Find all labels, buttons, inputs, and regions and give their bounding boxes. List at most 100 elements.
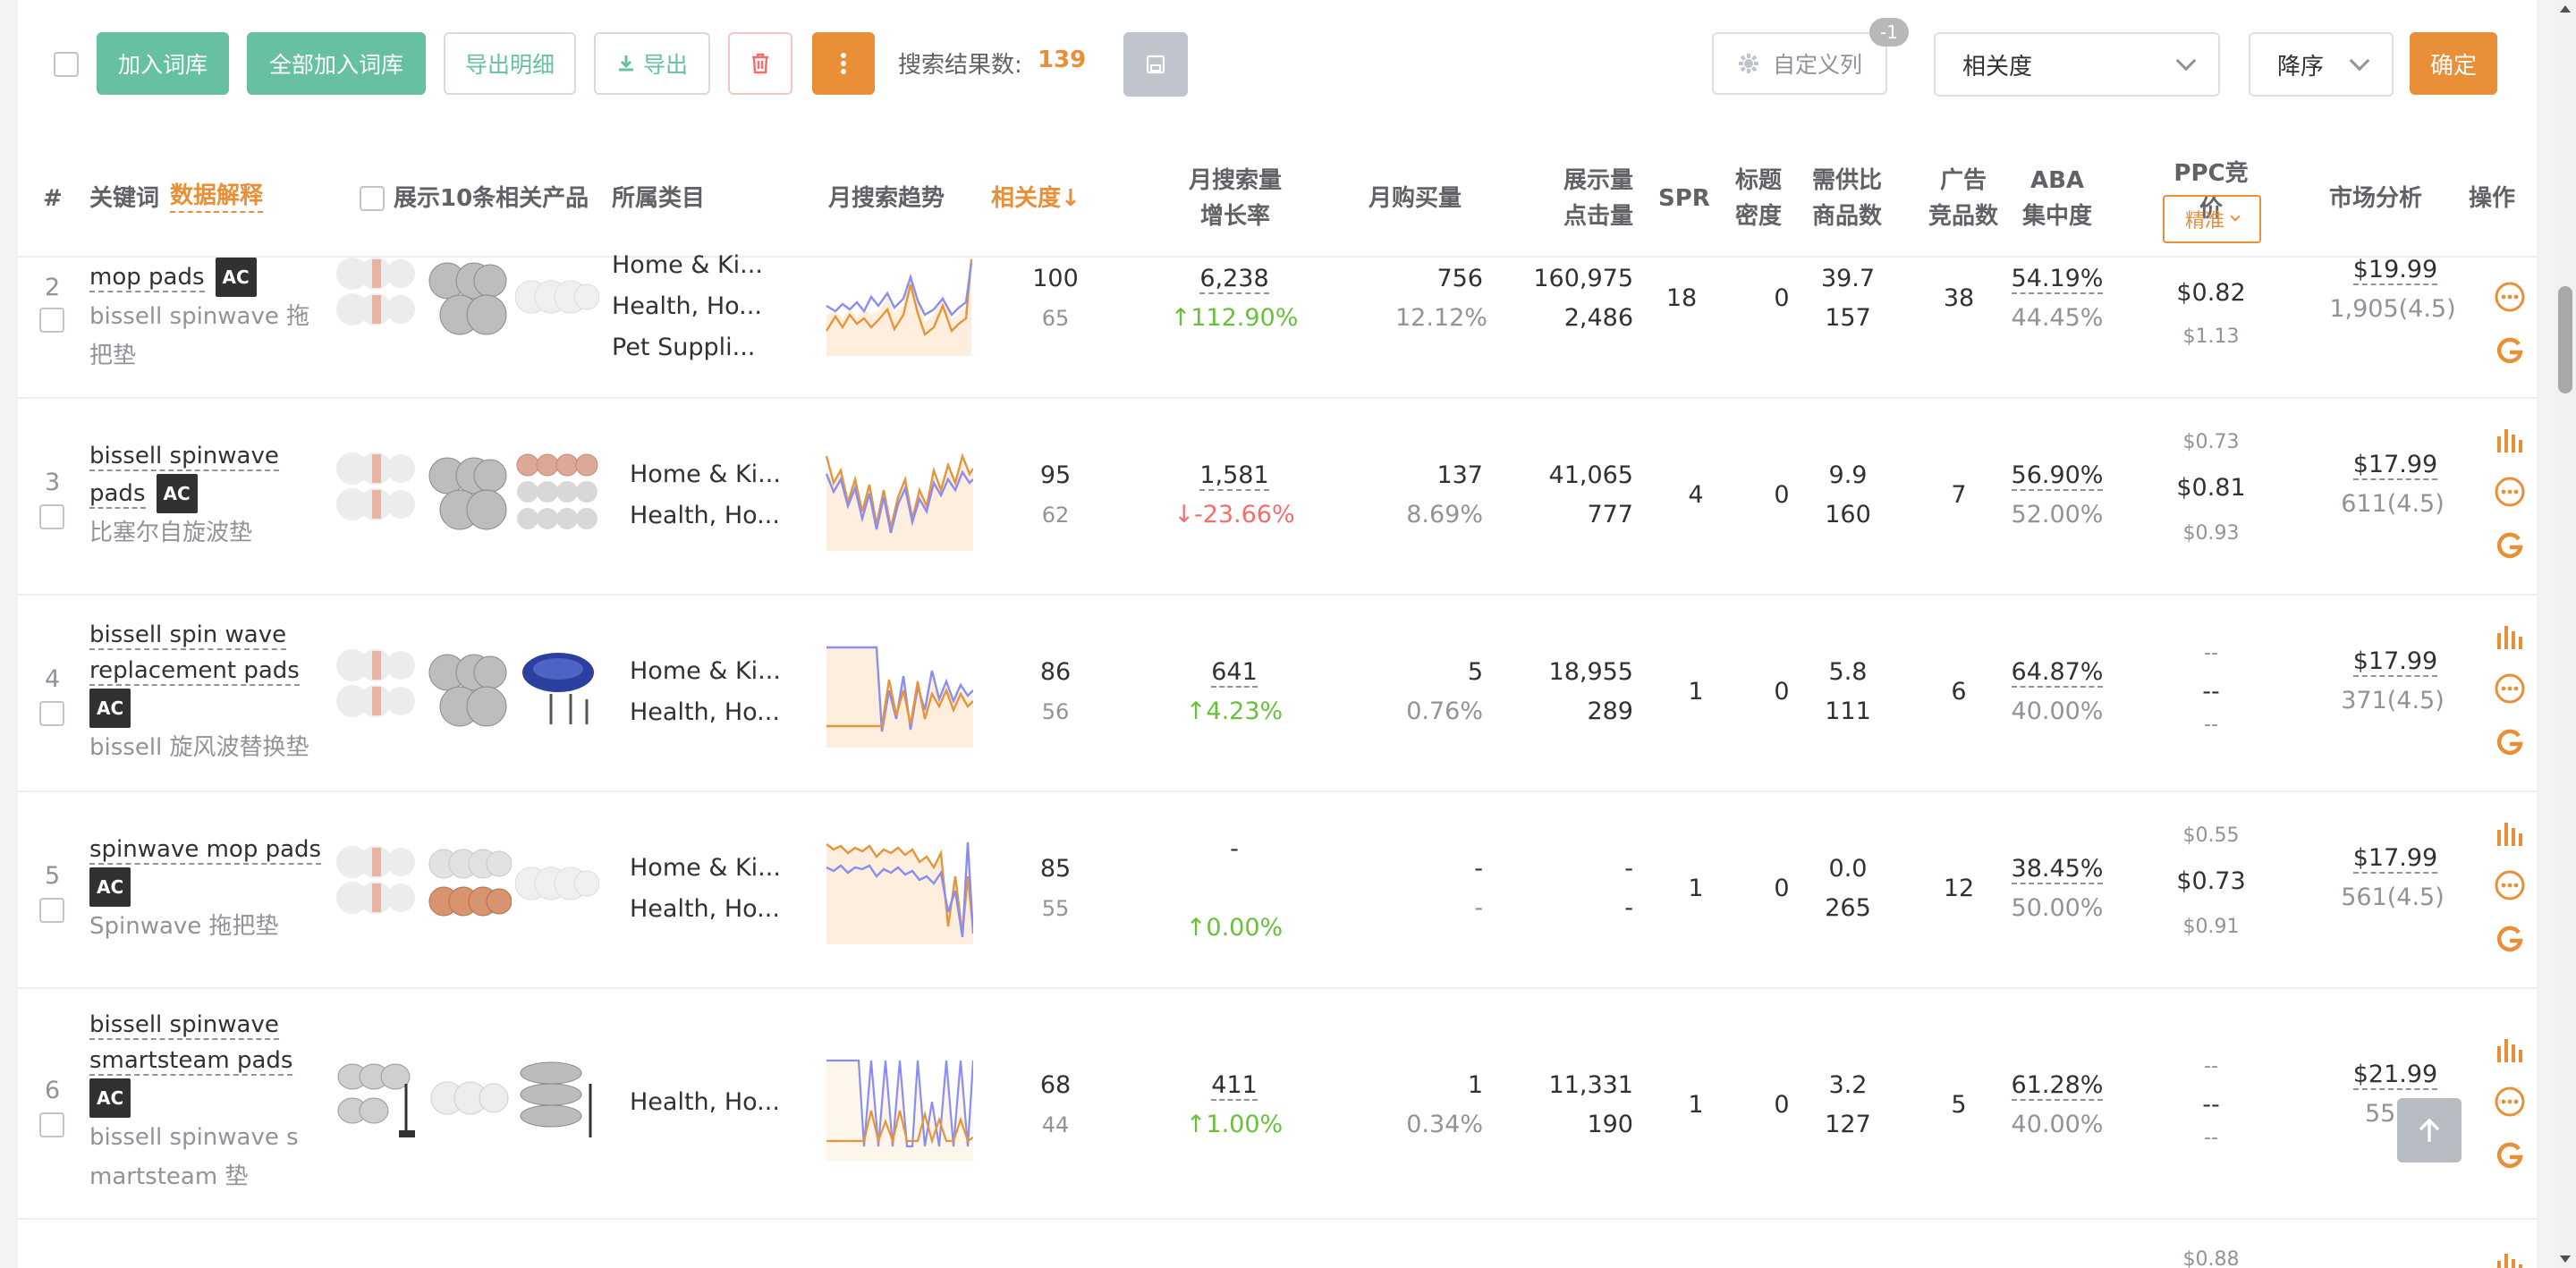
col-spr[interactable]: SPR (1658, 185, 1710, 212)
bar-chart-icon[interactable] (2494, 621, 2526, 653)
keyword-text-2[interactable]: smartsteam pads (89, 1047, 293, 1076)
col-keyword[interactable]: 关键词 (89, 185, 160, 212)
show-products-checkbox[interactable] (360, 186, 385, 211)
bar-chart-icon[interactable] (2494, 1034, 2526, 1066)
more-circle-icon[interactable] (2494, 869, 2526, 901)
market-price[interactable]: $21.99 (2352, 1061, 2438, 1090)
delete-button[interactable] (728, 32, 792, 95)
more-circle-icon[interactable] (2494, 1086, 2526, 1118)
more-circle-icon[interactable] (2494, 672, 2526, 705)
product-thumbnail[interactable] (514, 261, 600, 345)
scrollbar-thumb[interactable] (2558, 286, 2572, 393)
google-icon[interactable] (2494, 726, 2526, 758)
google-icon[interactable] (2494, 529, 2526, 562)
product-thumbnail[interactable] (514, 842, 600, 926)
row-checkbox[interactable] (39, 898, 64, 923)
col-aba-1[interactable]: ABA (2029, 167, 2085, 194)
back-to-top-button[interactable] (2397, 1098, 2462, 1162)
product-thumbnail[interactable] (336, 1057, 420, 1141)
export-button[interactable]: 导出 (594, 32, 710, 95)
google-icon[interactable] (2494, 334, 2526, 367)
keyword-text[interactable]: mop pads AC (89, 258, 309, 297)
bar-chart-icon[interactable] (2494, 817, 2526, 850)
col-aba-2[interactable]: 集中度 (2021, 203, 2092, 230)
product-thumbnail[interactable] (336, 646, 420, 730)
col-title-density-2[interactable]: 密度 (1735, 203, 1783, 230)
product-thumbnail[interactable] (336, 449, 420, 533)
ppc-mode-select[interactable]: 精准 (2163, 195, 2261, 243)
sort-order-select[interactable]: 降序 (2249, 32, 2394, 97)
search-trend-sparkline[interactable] (825, 447, 973, 551)
product-thumbnail[interactable] (428, 646, 512, 730)
product-thumbnail[interactable] (515, 449, 599, 533)
aba-concentration[interactable]: 38.45% (2011, 855, 2104, 884)
row-checkbox[interactable] (39, 1112, 64, 1137)
google-icon[interactable] (2494, 1139, 2526, 1171)
market-price[interactable]: $19.99 (2352, 256, 2438, 285)
more-circle-icon[interactable] (2494, 281, 2526, 313)
row-checkbox[interactable] (39, 701, 64, 726)
product-thumbnail[interactable] (515, 646, 599, 730)
search-trend-sparkline[interactable] (825, 252, 973, 356)
add-all-to-lexicon-button[interactable]: 全部加入词库 (247, 32, 426, 95)
sort-field-select[interactable]: 相关度 (1934, 32, 2220, 97)
col-ads-2[interactable]: 竞品数 (1928, 203, 1998, 230)
more-actions-button[interactable] (812, 32, 875, 95)
product-thumbnail[interactable] (336, 842, 420, 926)
product-thumbnail[interactable] (428, 254, 512, 338)
col-title-density-1[interactable]: 标题 (1735, 167, 1783, 194)
data-explain-link[interactable]: 数据解释 (170, 181, 264, 213)
col-volume-line1[interactable]: 月搜索量 (1188, 167, 1282, 194)
market-price[interactable]: $17.99 (2352, 451, 2438, 480)
google-icon[interactable] (2494, 923, 2526, 955)
more-circle-icon[interactable] (2494, 476, 2526, 508)
custom-columns-button[interactable]: 自定义列 (1712, 32, 1887, 95)
search-trend-sparkline[interactable] (825, 841, 973, 944)
aba-concentration[interactable]: 56.90% (2011, 461, 2104, 491)
keyword-text-2[interactable]: pads AC (89, 474, 279, 513)
add-to-lexicon-button[interactable]: 加入词库 (97, 32, 229, 95)
search-volume[interactable]: 1,581 (1199, 461, 1269, 491)
col-clicks[interactable]: 点击量 (1563, 203, 1633, 230)
keyword-text[interactable]: bissell spinwave (89, 443, 279, 471)
select-all-checkbox[interactable] (54, 52, 79, 77)
scroll-down-arrow-icon[interactable] (2560, 1255, 2571, 1263)
keyword-text[interactable]: bissell spinwave (89, 1011, 279, 1040)
monthly-purchase: - (1474, 855, 1483, 883)
row-checkbox[interactable] (39, 308, 64, 333)
confirm-button[interactable]: 确定 (2410, 32, 2497, 95)
col-purchase[interactable]: 月购买量 (1368, 185, 1462, 212)
search-trend-sparkline[interactable] (825, 644, 973, 748)
market-price[interactable]: $17.99 (2352, 844, 2438, 874)
col-ads-1[interactable]: 广告 (1939, 167, 1987, 194)
row-checkbox[interactable] (39, 504, 64, 529)
scroll-up-arrow-icon[interactable] (2560, 5, 2571, 13)
col-relevance[interactable]: 相关度↓ (991, 185, 1080, 212)
col-impressions[interactable]: 展示量 (1563, 167, 1633, 194)
search-volume[interactable]: 411 (1211, 1071, 1258, 1101)
col-supply-2[interactable]: 商品数 (1812, 203, 1883, 230)
keyword-text-2[interactable]: replacement pads (89, 657, 300, 686)
keyword-text[interactable]: bissell spin wave (89, 621, 287, 650)
product-thumbnail[interactable] (428, 449, 512, 533)
product-thumbnail[interactable] (515, 1057, 599, 1141)
keyword-text[interactable]: spinwave mop pads (89, 836, 322, 865)
bar-chart-icon[interactable] (2494, 1248, 2526, 1268)
market-price[interactable]: $17.99 (2352, 647, 2438, 677)
product-thumbnail[interactable] (428, 842, 513, 926)
aba-concentration[interactable]: 61.28% (2011, 1071, 2104, 1101)
vertical-scrollbar[interactable] (2555, 0, 2576, 1268)
search-volume[interactable]: 641 (1211, 658, 1258, 688)
save-search-button[interactable] (1123, 32, 1188, 97)
search-trend-sparkline[interactable] (825, 1057, 973, 1161)
ppc-mid: $0.73 (2176, 867, 2246, 895)
product-thumbnail[interactable] (336, 254, 420, 338)
product-thumbnail[interactable] (428, 1057, 512, 1141)
bar-chart-icon[interactable] (2494, 424, 2526, 456)
col-supply-1[interactable]: 需供比 (1812, 167, 1883, 194)
export-detail-button[interactable]: 导出明细 (444, 32, 576, 95)
search-volume[interactable]: 6,238 (1199, 265, 1269, 294)
aba-concentration[interactable]: 64.87% (2011, 658, 2104, 688)
aba-concentration[interactable]: 54.19% (2011, 265, 2104, 294)
col-volume-line2[interactable]: 增长率 (1199, 203, 1270, 230)
